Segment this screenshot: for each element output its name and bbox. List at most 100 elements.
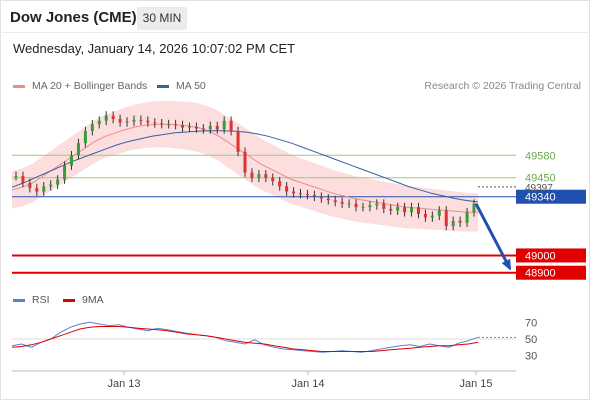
candle [132, 115, 136, 126]
candle [236, 126, 240, 157]
candle-body [257, 174, 261, 178]
candle [201, 124, 205, 134]
level-label-49580: 49580 [525, 150, 556, 162]
candle [104, 111, 108, 126]
candle-body [153, 122, 157, 124]
ma20-label: MA 20 + Bollinger Bands [32, 80, 148, 92]
interval-button[interactable]: 30 MIN [137, 7, 187, 30]
candle-body [396, 207, 400, 211]
candle-body [416, 207, 420, 214]
candle [194, 122, 198, 133]
candle-body [63, 165, 67, 180]
x-tick-label: Jan 14 [291, 378, 324, 390]
candle [305, 189, 309, 200]
candle-body [104, 115, 108, 121]
candle-body [326, 198, 330, 201]
candle [35, 183, 39, 196]
candle-body [111, 115, 115, 119]
ma20-swatch [13, 84, 25, 88]
candle-body [465, 212, 469, 223]
rsi-tick-50: 50 [525, 334, 537, 346]
rsi-swatch [13, 298, 25, 302]
candle-body [354, 203, 358, 208]
ma50-label: MA 50 [176, 80, 206, 92]
candle [271, 173, 275, 186]
candle-body [299, 193, 303, 195]
level-tag-49000 [516, 248, 586, 263]
candle [403, 202, 407, 217]
legend-ma50: MA 50 [157, 80, 206, 92]
candle [208, 121, 212, 134]
candle-body [42, 186, 46, 192]
rsi-line [11, 321, 479, 353]
level-tag-49340 [516, 189, 586, 204]
candle [167, 119, 171, 129]
rsi-tick-30: 30 [525, 351, 537, 363]
candle [229, 116, 233, 136]
candle-body [361, 207, 365, 209]
candle-body [458, 220, 462, 223]
candle-body [174, 124, 178, 126]
candle-body [222, 120, 226, 130]
forecast-arrow-line [474, 202, 512, 270]
candle [146, 116, 150, 127]
candle [257, 169, 261, 183]
candle-body [132, 119, 136, 122]
candle-body [250, 172, 254, 178]
level-label-49450: 49450 [525, 173, 556, 185]
candle-body [271, 177, 275, 182]
9ma-label: 9MA [82, 294, 104, 306]
candle-body [181, 125, 185, 128]
candle-body [139, 119, 143, 121]
candle-body [146, 120, 150, 123]
rsi-label: RSI [32, 294, 50, 306]
candle-body [423, 214, 427, 218]
candle-body [70, 155, 74, 166]
candle [368, 201, 372, 212]
chart-datetime: Wednesday, January 14, 2026 10:07:02 PM … [13, 41, 296, 56]
candle-body [382, 203, 386, 209]
candle-body [28, 182, 32, 189]
candle-body [410, 207, 414, 213]
candle [181, 120, 185, 132]
candle-body [187, 126, 191, 128]
candle-body [90, 124, 94, 132]
ma50-line [11, 130, 479, 203]
candle-body [292, 191, 296, 194]
9ma-swatch [63, 298, 75, 302]
candle [319, 192, 323, 203]
candle [437, 206, 441, 221]
candle [250, 168, 254, 183]
x-tick-label: Jan 15 [459, 378, 492, 390]
candle [361, 202, 365, 212]
candle-body [278, 181, 282, 187]
legend-ma20: MA 20 + Bollinger Bands [13, 80, 147, 92]
candle [465, 207, 469, 227]
candle [243, 147, 247, 177]
candle-body [215, 125, 219, 130]
candle [389, 204, 393, 215]
ma50-swatch [157, 84, 169, 88]
x-tick-label: Jan 13 [107, 378, 140, 390]
candle [326, 194, 330, 205]
rsi-9ma-line [11, 326, 479, 352]
candle [340, 197, 344, 208]
candle-body [451, 220, 455, 227]
instrument-title: Dow Jones (CME) [10, 9, 137, 26]
candle [416, 202, 420, 219]
candle [118, 114, 122, 127]
candle [410, 202, 414, 217]
candle-body [97, 120, 101, 125]
candle-body [56, 179, 60, 185]
credit-text: Research © 2026 Trading Central [424, 80, 581, 92]
candle-body [14, 176, 18, 177]
candle-body [194, 126, 198, 129]
candle [333, 195, 337, 207]
candle [285, 182, 289, 196]
candle-body [347, 203, 351, 205]
candle [125, 117, 129, 127]
candle [354, 199, 358, 212]
candle-body [444, 210, 448, 227]
candle-body [118, 119, 122, 123]
